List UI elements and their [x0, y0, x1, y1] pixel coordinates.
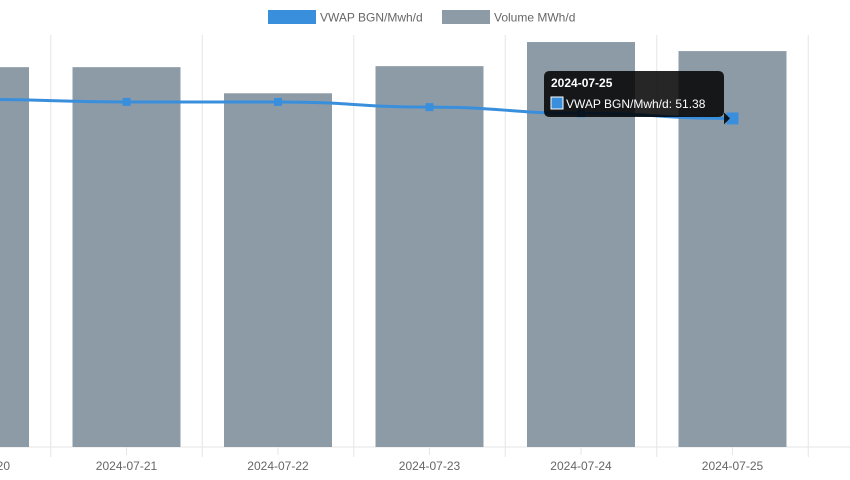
- legend-label-volume: Volume MWh/d: [494, 11, 575, 25]
- tooltip-color-swatch: [550, 96, 564, 110]
- volume-bar: [224, 93, 332, 447]
- tooltip-title: 2024-07-25: [551, 76, 613, 90]
- x-tick-label: 2024-07-24: [550, 459, 612, 473]
- volume-bar: [0, 67, 29, 447]
- vwap-point: [274, 97, 282, 106]
- x-tick-label: 20: [0, 459, 10, 473]
- legend-label-vwap: VWAP BGN/Mwh/d: [320, 11, 423, 25]
- vwap-point: [425, 103, 434, 112]
- x-axis: 20 2024-07-21 2024-07-22 2024-07-23 2024-07-…: [0, 447, 764, 473]
- tooltip: 2024-07-25 VWAP BGN/Mwh/d: 51.38: [544, 71, 730, 125]
- x-tick-label: 2024-07-25: [702, 459, 764, 473]
- volume-bar: [72, 67, 181, 447]
- vwap-point-active: [726, 112, 739, 125]
- volume-bar: [375, 66, 484, 448]
- legend-swatch-volume: [442, 10, 490, 24]
- x-tick-label: 2024-07-23: [399, 459, 461, 473]
- tooltip-label: VWAP BGN/Mwh/d: 51.38: [566, 97, 706, 111]
- legend: VWAP BGN/Mwh/d Volume MWh/d: [268, 10, 575, 25]
- x-tick-label: 2024-07-21: [96, 459, 158, 473]
- legend-swatch-vwap: [268, 10, 316, 24]
- volume-bars: [0, 42, 787, 448]
- x-tick-label: 2024-07-22: [247, 459, 309, 473]
- tooltip-box: [544, 71, 730, 125]
- vwap-point: [122, 97, 131, 106]
